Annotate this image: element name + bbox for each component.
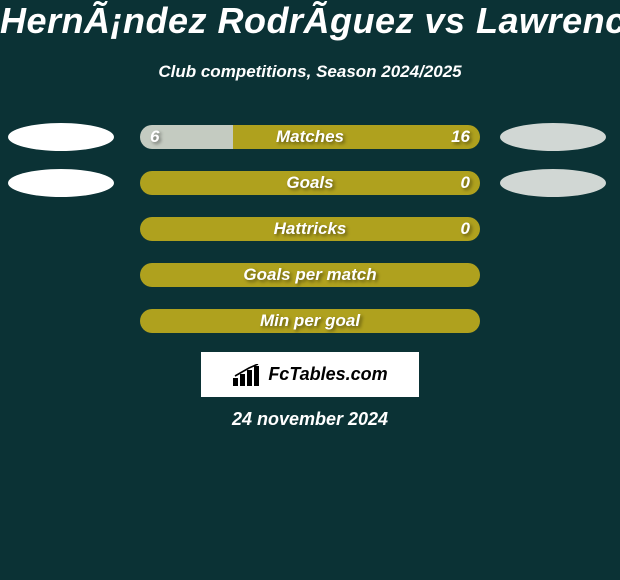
stat-value-right: 0	[461, 219, 470, 239]
stat-row: Goals 0	[0, 159, 620, 207]
stat-row: Hattricks 0	[0, 205, 620, 253]
source-logo-text: FcTables.com	[268, 364, 387, 385]
snapshot-date: 24 november 2024	[0, 409, 620, 430]
team-badge-left	[8, 123, 114, 151]
stat-row: Matches 6 16	[0, 113, 620, 161]
bar-segment-right	[233, 125, 480, 149]
stat-bar: Goals per match	[140, 263, 480, 287]
stat-label: Min per goal	[260, 311, 360, 331]
team-badge-right	[500, 123, 606, 151]
stat-row: Min per goal	[0, 297, 620, 345]
stat-bar: Min per goal	[140, 309, 480, 333]
stat-value-right: 16	[451, 127, 470, 147]
stat-value-left: 6	[150, 127, 159, 147]
team-badge-right	[500, 169, 606, 197]
stat-bar: Matches 6 16	[140, 125, 480, 149]
stat-label: Goals per match	[243, 265, 376, 285]
source-logo: FcTables.com	[201, 352, 419, 397]
stat-label: Hattricks	[274, 219, 347, 239]
bars-icon	[232, 364, 262, 386]
stat-value-right: 0	[461, 173, 470, 193]
stat-row: Goals per match	[0, 251, 620, 299]
stat-label: Matches	[276, 127, 344, 147]
stat-bar: Hattricks 0	[140, 217, 480, 241]
comparison-title: HernÃ¡ndez RodrÃ­guez vs Lawrence	[0, 0, 620, 42]
stat-bar: Goals 0	[140, 171, 480, 195]
stat-label: Goals	[286, 173, 333, 193]
comparison-subtitle: Club competitions, Season 2024/2025	[0, 62, 620, 82]
team-badge-left	[8, 169, 114, 197]
